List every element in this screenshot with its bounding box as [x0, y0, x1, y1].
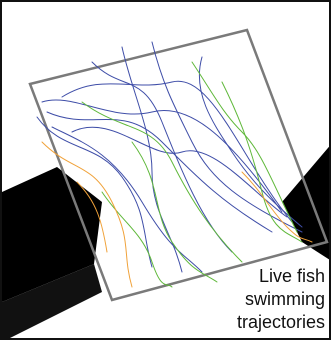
trajectory-blue: [46, 111, 273, 233]
caption-line-1: Live fish: [258, 266, 325, 286]
trajectory-orange: [76, 181, 108, 253]
trajectory-blue: [121, 46, 183, 273]
caption: Live fish swimming trajectories: [215, 265, 325, 334]
trajectory-green: [131, 141, 218, 283]
tank-outline: [28, 28, 329, 302]
trajectory-blue: [51, 126, 203, 273]
trajectory-blue: [151, 41, 303, 233]
right-wall: [282, 146, 329, 260]
caption-line-3: trajectories: [236, 312, 325, 332]
caption-line-2: swimming: [244, 289, 325, 309]
trajectory-blue: [61, 80, 293, 223]
trajectory-green: [81, 101, 243, 263]
trajectory-blue: [36, 116, 153, 268]
trajectory-blue: [41, 99, 283, 213]
trajectory-green: [101, 191, 173, 288]
trajectory-orange: [41, 141, 133, 288]
trajectories: [36, 41, 313, 288]
lower-left-floor: [2, 264, 102, 338]
trajectory-blue: [198, 56, 303, 228]
trajectory-blue: [71, 126, 288, 218]
trajectory-orange: [241, 171, 313, 243]
trajectory-green: [221, 81, 303, 243]
trajectory-blue: [91, 61, 233, 253]
left-wall: [2, 167, 102, 302]
trajectory-green: [191, 61, 298, 233]
